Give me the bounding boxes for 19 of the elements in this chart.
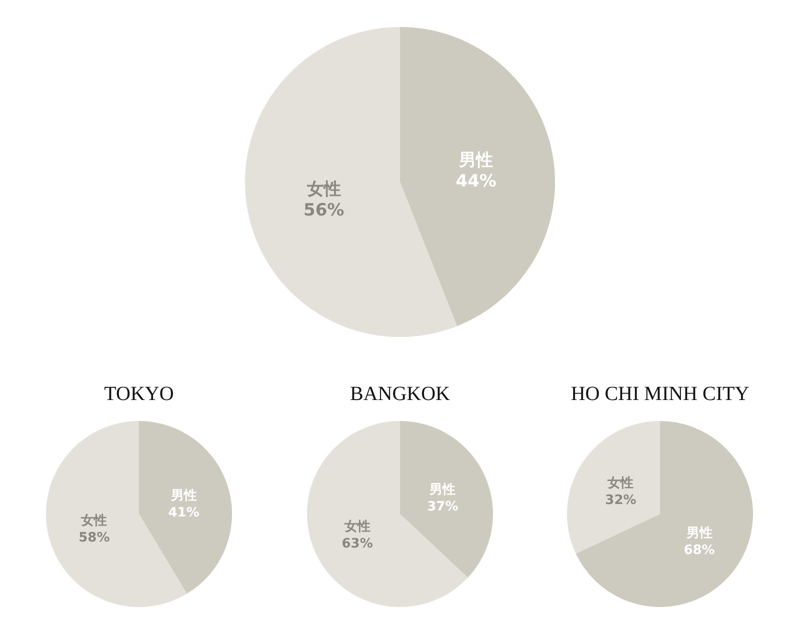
data-label: 44% — [456, 171, 496, 192]
data-label: 56% — [304, 200, 344, 221]
slice-label: 女性 — [606, 476, 634, 492]
data-label: 41% — [168, 506, 200, 521]
chart-title: TOKYO — [104, 383, 174, 405]
slice-label: 男性 — [685, 526, 712, 541]
data-label: 32% — [605, 493, 636, 508]
slice-label: 女性 — [343, 519, 370, 534]
slice-label: 女性 — [306, 180, 341, 200]
data-label: 37% — [427, 500, 458, 515]
chart-title: BANGKOK — [350, 383, 451, 405]
slice-label: 女性 — [80, 513, 108, 528]
data-label: 63% — [342, 536, 373, 552]
slice-label: 男性 — [170, 488, 197, 504]
data-label: 68% — [684, 542, 715, 558]
slice-label: 男性 — [428, 482, 456, 498]
chart-title: HO CHI MINH CITY — [570, 383, 750, 405]
slice-label: 男性 — [458, 150, 494, 170]
data-label: 58% — [78, 530, 110, 546]
